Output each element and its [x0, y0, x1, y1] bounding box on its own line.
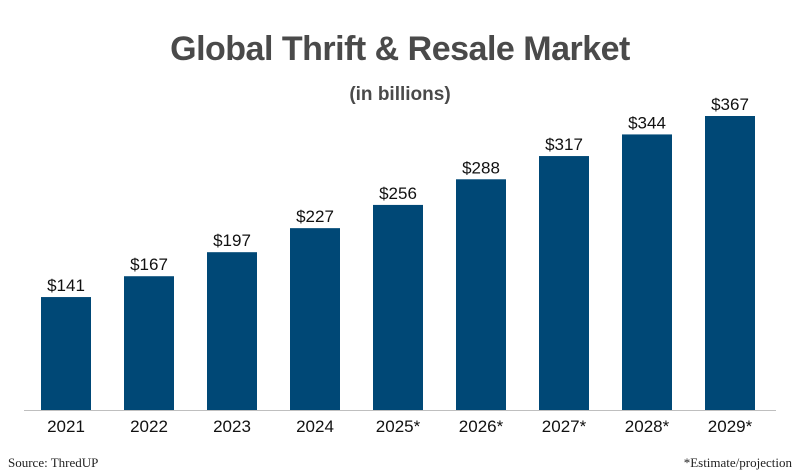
x-tick-label: 2024: [296, 417, 334, 436]
source-note: Source: ThredUP: [8, 455, 99, 470]
bar-2029: [705, 116, 755, 410]
bar-2024: [290, 228, 340, 410]
x-tick-label: 2029*: [708, 417, 753, 436]
data-label: $167: [130, 255, 168, 274]
bar-2022: [124, 276, 174, 410]
x-tick-label: 2026*: [459, 417, 504, 436]
estimate-note: *Estimate/projection: [683, 455, 792, 470]
x-tick-label: 2022: [130, 417, 168, 436]
bar-2023: [207, 252, 257, 410]
data-label: $344: [628, 113, 666, 132]
x-tick-label: 2023: [213, 417, 251, 436]
x-tick-label: 2021: [47, 417, 85, 436]
bar-2026: [456, 179, 506, 410]
bar-2025: [373, 204, 423, 410]
data-label: $256: [379, 184, 417, 203]
data-label: $367: [711, 95, 749, 114]
chart-subtitle: (in billions): [349, 84, 451, 105]
data-label: $197: [213, 231, 251, 250]
data-label: $141: [47, 276, 85, 295]
bar-2028: [622, 134, 672, 411]
x-tick-label: 2025*: [376, 417, 421, 436]
bar-2021: [41, 297, 91, 410]
x-tick-label: 2028*: [625, 417, 670, 436]
x-tick-label: 2027*: [542, 417, 587, 436]
bar-2027: [539, 156, 589, 410]
data-label: $227: [296, 207, 334, 226]
data-label: $317: [545, 135, 583, 154]
data-label: $288: [462, 158, 500, 177]
chart-title: Global Thrift & Resale Market: [170, 30, 630, 68]
